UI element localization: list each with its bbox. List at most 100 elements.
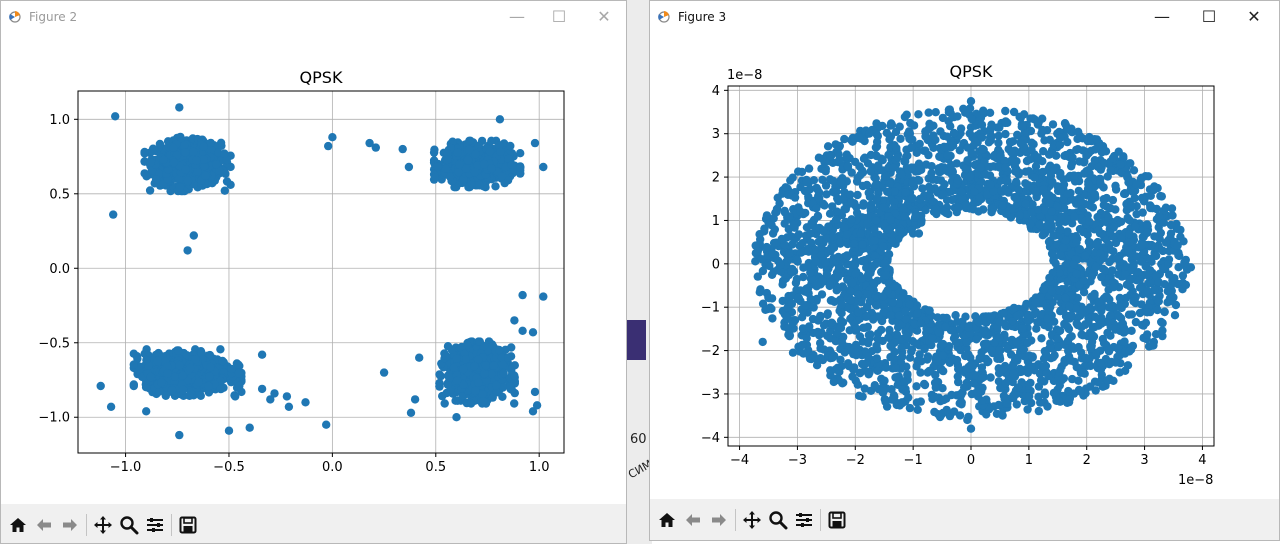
scatter-point: [530, 138, 540, 148]
scatter-point: [140, 148, 149, 157]
configure-subplots-button[interactable]: [142, 510, 168, 540]
scatter-point: [157, 378, 166, 387]
scatter-point: [430, 145, 439, 154]
close-button[interactable]: ✕: [597, 7, 611, 26]
scatter-point: [506, 141, 515, 151]
zoom-icon: [120, 515, 139, 534]
pan-button[interactable]: [90, 510, 116, 540]
scatter-point: [491, 182, 500, 191]
scatter-point: [175, 361, 184, 370]
scatter-point: [96, 381, 105, 391]
scatter-point: [199, 142, 208, 151]
scatter-point: [463, 155, 473, 165]
scatter-point: [153, 356, 163, 366]
scatter-point: [769, 214, 778, 223]
figure-2-titlebar[interactable]: Figure 2 — ☐ ✕: [1, 1, 626, 33]
scatter-point: [466, 399, 476, 408]
scatter-point: [1012, 400, 1021, 409]
scatter-point: [913, 405, 922, 414]
scatter-point: [449, 363, 459, 372]
scatter-point: [146, 158, 155, 167]
y-tick-label: 1.0: [49, 113, 70, 128]
back-arrow-button[interactable]: [31, 510, 57, 540]
scatter-series: [751, 97, 1196, 433]
figure-2-window[interactable]: Figure 2 — ☐ ✕ QPSK −1.0 −0.5 0.0 0.5 1.0 1.0 0…: [0, 0, 627, 544]
save-button[interactable]: [175, 510, 201, 540]
scatter-point: [234, 360, 243, 369]
scatter-point: [516, 149, 525, 158]
scatter-point: [891, 127, 901, 137]
scatter-point: [452, 376, 462, 385]
figure-2-canvas[interactable]: QPSK−1.0 −0.5 0.0 0.5 1.01.00.50.0−0.5−1.0: [1, 33, 626, 505]
scatter-point: [183, 246, 192, 255]
scatter-point: [479, 159, 489, 169]
scatter-point: [189, 231, 198, 240]
scatter-point: [786, 176, 795, 185]
background-window-strip: [626, 0, 652, 544]
scatter-point: [497, 353, 506, 362]
scatter-point: [410, 395, 420, 404]
scatter-point: [471, 149, 480, 159]
maximize-button[interactable]: ☐: [551, 7, 567, 26]
scatter-point: [465, 136, 474, 145]
scatter-series: [96, 103, 548, 440]
scatter-point: [461, 355, 470, 364]
forward-arrow-icon: [63, 518, 77, 531]
figure-3-titlebar[interactable]: Figure 3 — ☐ ✕: [650, 1, 1279, 33]
scatter-point: [751, 257, 760, 266]
scatter-point: [142, 407, 151, 416]
scatter-point: [1040, 388, 1049, 397]
forward-arrow-button[interactable]: [57, 510, 83, 540]
scatter-point: [478, 390, 487, 399]
scatter-point: [1178, 271, 1188, 280]
scatter-point: [189, 147, 198, 157]
x-tick-label: 0.0: [322, 460, 343, 475]
scatter-point: [438, 391, 447, 401]
scatter-point: [379, 368, 389, 377]
close-button[interactable]: ✕: [1247, 7, 1261, 26]
scatter-point: [481, 361, 490, 370]
scatter-point: [148, 144, 158, 153]
figure-3-window[interactable]: Figure 3 — ☐ ✕ QPSK −4 −3 −2 −1 0 1 2 3 4 4 3 2 1 0 −1−…: [649, 0, 1280, 541]
scatter-point: [817, 290, 827, 299]
scatter-point: [175, 183, 185, 192]
minimize-button[interactable]: —: [509, 7, 525, 26]
scatter-point: [1158, 318, 1167, 328]
axis-ticks: −1.0 −0.5 0.0 0.5 1.01.00.50.0−0.5−1.0: [38, 113, 549, 475]
maximize-button[interactable]: ☐: [1201, 7, 1217, 26]
scatter-point: [322, 420, 331, 429]
scatter-point: [945, 358, 954, 367]
scatter-point: [257, 350, 267, 359]
scatter-point: [216, 384, 225, 394]
scatter-point: [206, 145, 216, 154]
background-label-number: 60: [630, 432, 647, 447]
minimize-button[interactable]: —: [1154, 7, 1170, 26]
scatter-point: [440, 399, 449, 408]
scatter-point: [475, 180, 484, 189]
scatter-point: [441, 164, 451, 173]
scatter-point: [167, 386, 177, 395]
scatter-point: [442, 352, 451, 361]
scatter-point: [500, 178, 509, 188]
scatter-point: [994, 377, 1004, 386]
scatter-point: [516, 163, 525, 172]
scatter-point: [448, 137, 457, 146]
home-button[interactable]: [5, 510, 31, 540]
toolbar-separator: [171, 513, 172, 536]
zoom-button[interactable]: [116, 510, 142, 540]
configure-subplots-icon: [147, 517, 163, 532]
scatter-point: [234, 369, 244, 378]
matplotlib-app-icon: [658, 11, 670, 23]
scatter-point: [142, 172, 151, 181]
scatter-point: [459, 364, 468, 374]
scatter-point: [840, 134, 849, 144]
back-arrow-icon: [37, 518, 51, 531]
scatter-point: [530, 387, 540, 397]
scatter-point: [473, 161, 482, 170]
scatter-point: [182, 351, 192, 360]
scatter-point: [496, 147, 505, 156]
scatter-point: [183, 176, 193, 186]
scatter-point: [443, 380, 453, 389]
scatter-point: [492, 381, 501, 390]
